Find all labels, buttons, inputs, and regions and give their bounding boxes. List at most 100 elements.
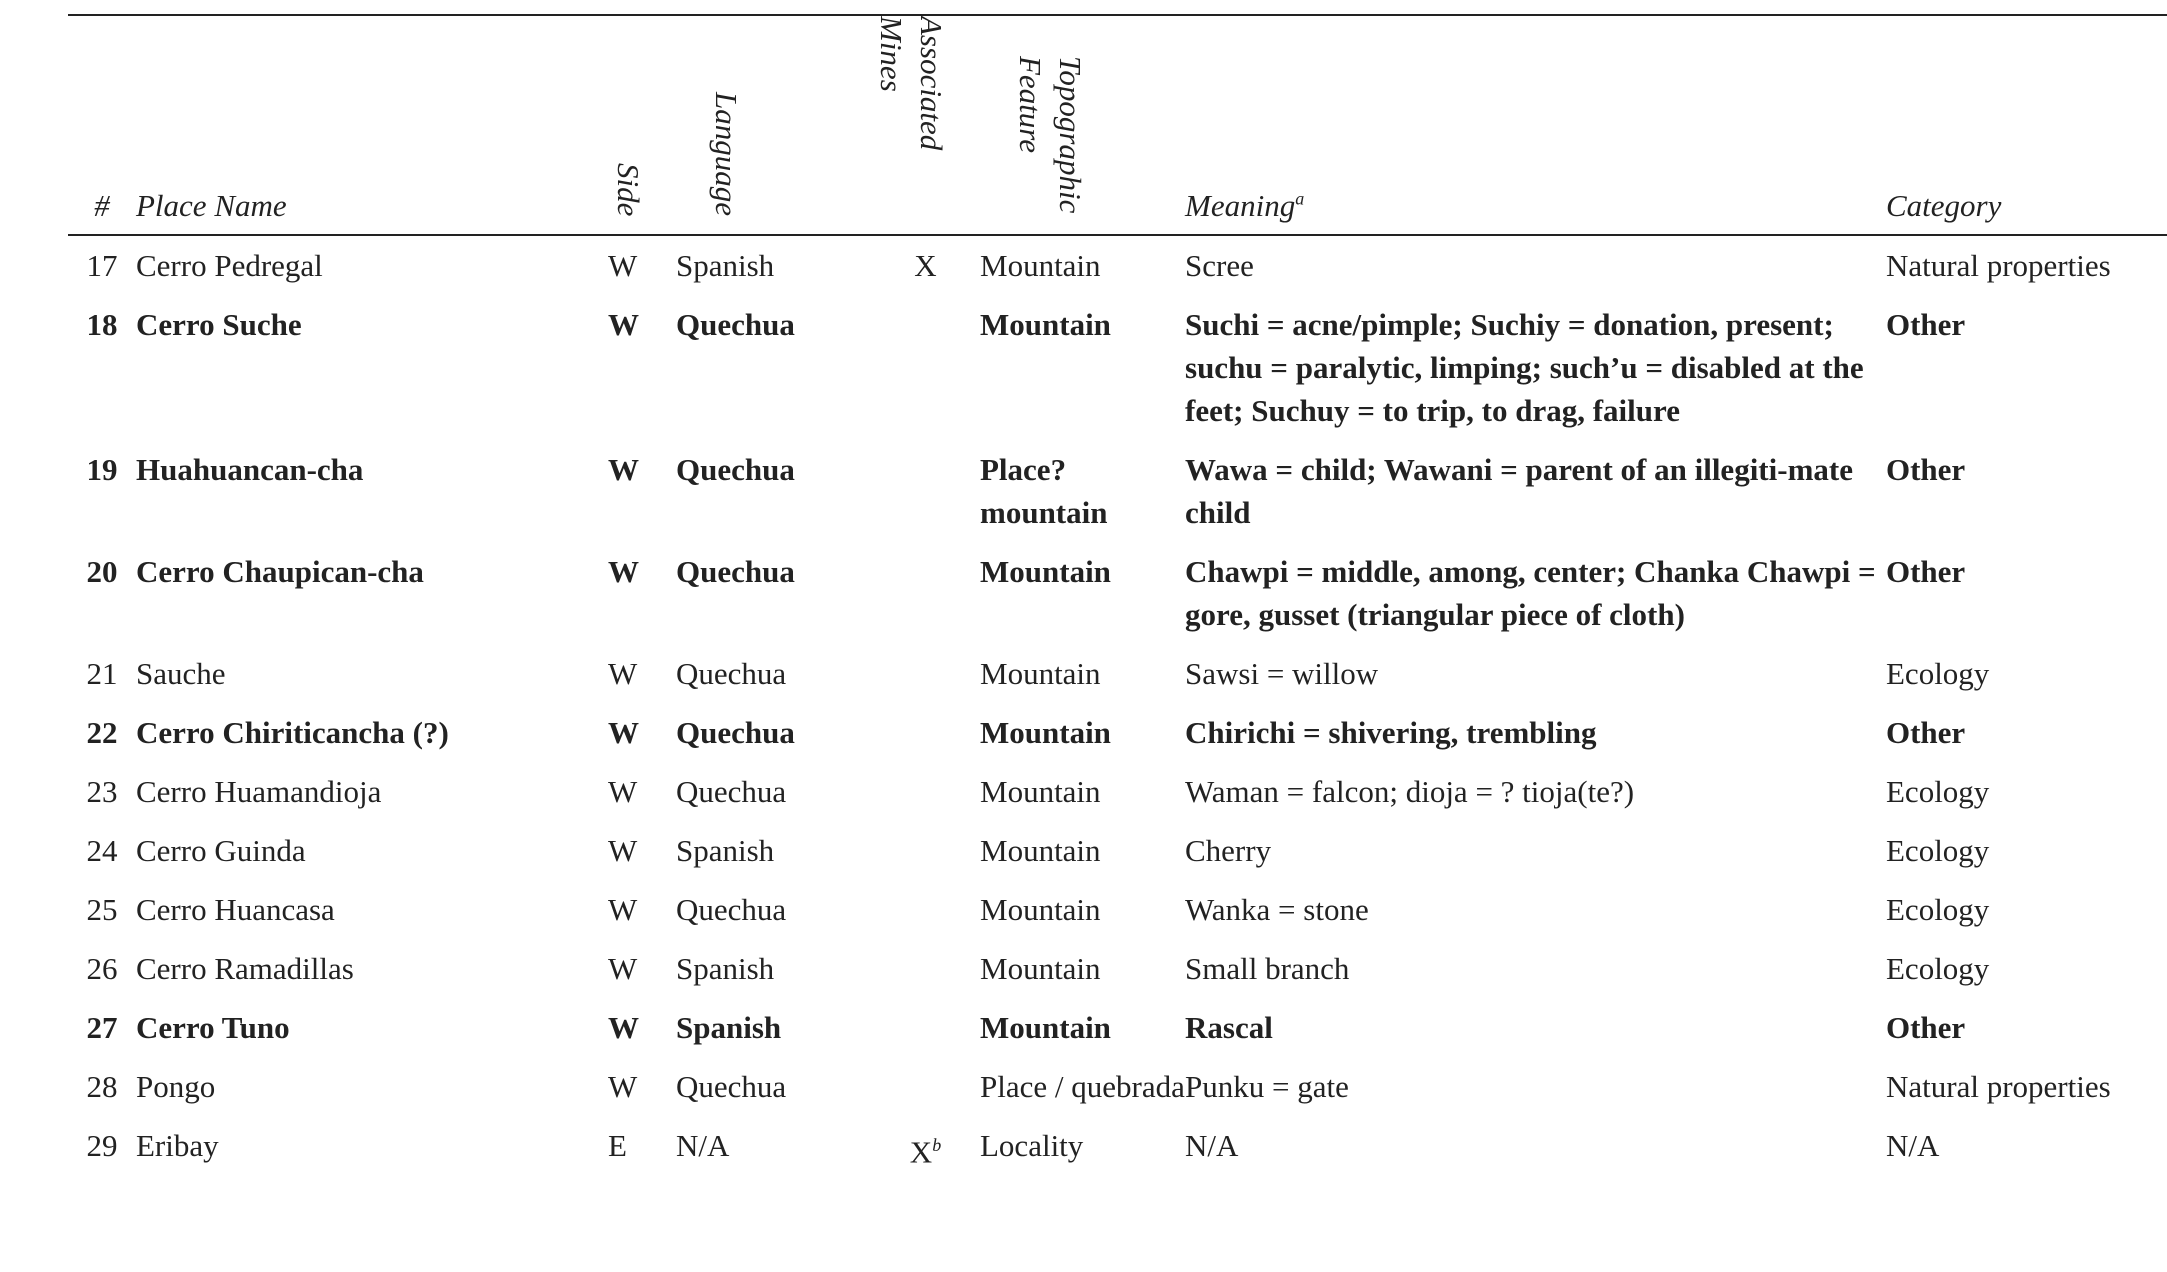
header-row: # Place Name Side Language Associated Mi… [68,16,2167,236]
cell-num: 21 [86,656,118,691]
cell-side: W [608,248,638,283]
cell-mines: X [914,248,937,283]
cell-num: 20 [86,554,118,589]
cell-mines [871,762,980,821]
cell-mines: Xb [871,1116,980,1181]
table-row: 22 Cerro Chiriticancha (?) W Quechua Mountai… [68,703,2167,762]
cell-meaning: Sawsi = willow [1185,656,1379,691]
cell-category: N/A [1886,1128,1940,1163]
cell-mines [871,542,980,644]
cell-meaning: Small branch [1185,951,1350,986]
cell-category: Ecology [1886,774,1990,809]
cell-language: Spanish [676,248,775,283]
cell-num: 28 [86,1069,118,1104]
table-row: 17 Cerro Pedregal W Spanish X Mountain Scree Na… [68,235,2167,295]
table-row: 23 Cerro Huamandioja W Quechua Mountain Waman… [68,762,2167,821]
cell-topo: Mountain [980,307,1111,342]
cell-topo: Mountain [980,951,1101,986]
cell-mines [871,821,980,880]
cell-category: Other [1886,307,1966,342]
cell-topo: Mountain [980,715,1111,750]
cell-topo: Mountain [980,656,1101,691]
cell-meaning: Wawa = child; Wawani = parent of an ille… [1185,452,1853,530]
cell-side: W [608,452,639,487]
cell-meaning: Wanka = stone [1185,892,1369,927]
cell-meaning: Rascal [1185,1010,1273,1045]
cell-meaning: Cherry [1185,833,1272,868]
header-topo: Topographic Feature [980,16,1185,236]
cell-topo: Mountain [980,248,1101,283]
cell-num: 24 [86,833,118,868]
cell-topo: Mountain [980,774,1101,809]
cell-place: Cerro Huamandioja [136,774,382,809]
cell-language: Quechua [676,452,795,487]
cell-num: 19 [86,452,118,487]
cell-meaning: Suchi = acne/pimple; Suchiy = donation, … [1185,307,1864,428]
cell-num: 27 [86,1010,118,1045]
cell-language: Spanish [676,1010,782,1045]
cell-num: 22 [86,715,118,750]
cell-place: Cerro Pedregal [136,248,323,283]
cell-num: 25 [86,892,118,927]
cell-num: 26 [86,951,118,986]
header-language: Language [676,16,871,236]
cell-topo: Mountain [980,892,1101,927]
cell-num: 18 [86,307,118,342]
cell-place: Pongo [136,1069,216,1104]
cell-side: W [608,554,639,589]
cell-mines [871,939,980,998]
cell-place: Cerro Chiriticancha (?) [136,715,449,750]
cell-topo: Locality [980,1128,1084,1163]
cell-category: Natural properties [1886,1069,2111,1104]
header-num: # [68,16,136,236]
cell-topo: Mountain [980,1010,1111,1045]
top-rule [68,14,2167,16]
footnote-mark: b [932,1135,942,1155]
cell-mines [871,440,980,542]
cell-place: Cerro Guinda [136,833,306,868]
cell-topo: Mountain [980,554,1111,589]
cell-side: E [608,1128,627,1163]
cell-meaning: Punku = gate [1185,1069,1349,1104]
cell-place: Cerro Tuno [136,1010,290,1045]
cell-category: Natural properties [1886,248,2111,283]
cell-language: Quechua [676,774,787,809]
cell-meaning: Chawpi = middle, among, center; Chanka C… [1185,554,1876,632]
cell-language: Quechua [676,892,787,927]
cell-mines [871,1057,980,1116]
header-side: Side [608,16,676,236]
place-names-table: # Place Name Side Language Associated Mi… [68,16,2167,1181]
cell-meaning: Waman = falcon; dioja = ? tioja(te?) [1185,774,1635,809]
cell-meaning: Scree [1185,248,1254,283]
table-row: 27 Cerro Tuno W Spanish Mountain Rascal Other [68,998,2167,1057]
table-row: 20 Cerro Chaupican-cha W Quechua Mountain Cha… [68,542,2167,644]
cell-category: Ecology [1886,656,1990,691]
cell-place: Cerro Huancasa [136,892,335,927]
cell-side: W [608,1069,638,1104]
cell-category: Ecology [1886,892,1990,927]
cell-category: Other [1886,452,1966,487]
cell-place: Sauche [136,656,226,691]
cell-num: 23 [86,774,118,809]
cell-category: Ecology [1886,951,1990,986]
cell-side: W [608,656,638,691]
cell-place: Eribay [136,1128,219,1163]
cell-topo: Place / quebrada [980,1069,1185,1104]
cell-place: Cerro Chaupican-cha [136,554,424,589]
cell-language: Spanish [676,833,775,868]
cell-meaning: Chirichi = shivering, trembling [1185,715,1597,750]
cell-category: Other [1886,1010,1966,1045]
cell-mines [871,295,980,440]
table-row: 19 Huahuancan-cha W Quechua Place? mountain W… [68,440,2167,542]
cell-mines [871,880,980,939]
cell-side: W [608,307,639,342]
cell-place: Huahuancan-cha [136,452,364,487]
cell-language: N/A [676,1128,730,1163]
cell-side: W [608,774,638,809]
cell-topo: Place? mountain [980,452,1108,530]
cell-side: W [608,892,638,927]
cell-meaning: N/A [1185,1128,1239,1163]
cell-language: Quechua [676,554,795,589]
cell-language: Quechua [676,656,787,691]
cell-mines [871,998,980,1057]
